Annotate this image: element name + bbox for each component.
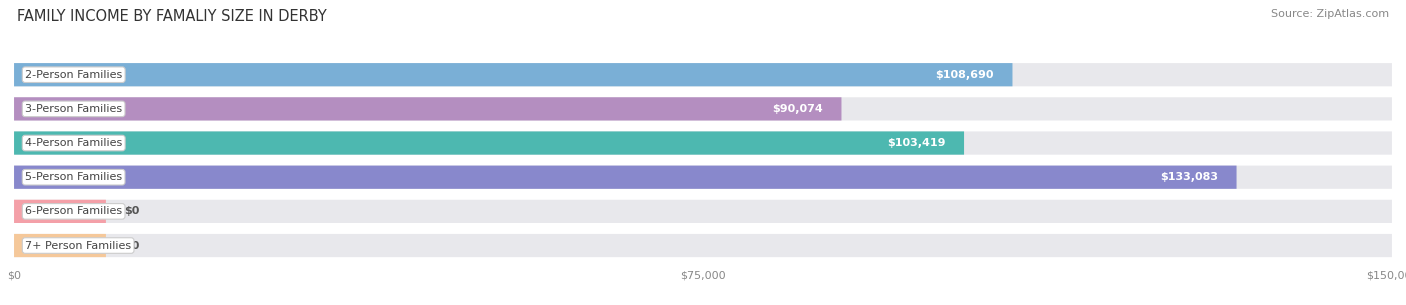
Text: $0: $0 [124, 206, 139, 216]
FancyBboxPatch shape [14, 166, 1392, 189]
Text: FAMILY INCOME BY FAMALIY SIZE IN DERBY: FAMILY INCOME BY FAMALIY SIZE IN DERBY [17, 9, 326, 24]
FancyBboxPatch shape [14, 200, 105, 223]
FancyBboxPatch shape [14, 63, 1392, 86]
FancyBboxPatch shape [14, 97, 841, 120]
FancyBboxPatch shape [14, 234, 105, 257]
Text: $90,074: $90,074 [772, 104, 823, 114]
FancyBboxPatch shape [14, 234, 1392, 257]
FancyBboxPatch shape [14, 131, 965, 155]
Text: $0: $0 [124, 241, 139, 250]
FancyBboxPatch shape [14, 131, 1392, 155]
FancyBboxPatch shape [14, 166, 1236, 189]
Text: $103,419: $103,419 [887, 138, 946, 148]
Text: 4-Person Families: 4-Person Families [25, 138, 122, 148]
FancyBboxPatch shape [14, 200, 1392, 223]
Text: Source: ZipAtlas.com: Source: ZipAtlas.com [1271, 9, 1389, 19]
Text: $133,083: $133,083 [1160, 172, 1218, 182]
Text: 2-Person Families: 2-Person Families [25, 70, 122, 80]
Text: $108,690: $108,690 [935, 70, 994, 80]
Text: 7+ Person Families: 7+ Person Families [25, 241, 131, 250]
Text: 3-Person Families: 3-Person Families [25, 104, 122, 114]
Text: 6-Person Families: 6-Person Families [25, 206, 122, 216]
FancyBboxPatch shape [14, 63, 1012, 86]
Text: 5-Person Families: 5-Person Families [25, 172, 122, 182]
FancyBboxPatch shape [14, 97, 1392, 120]
